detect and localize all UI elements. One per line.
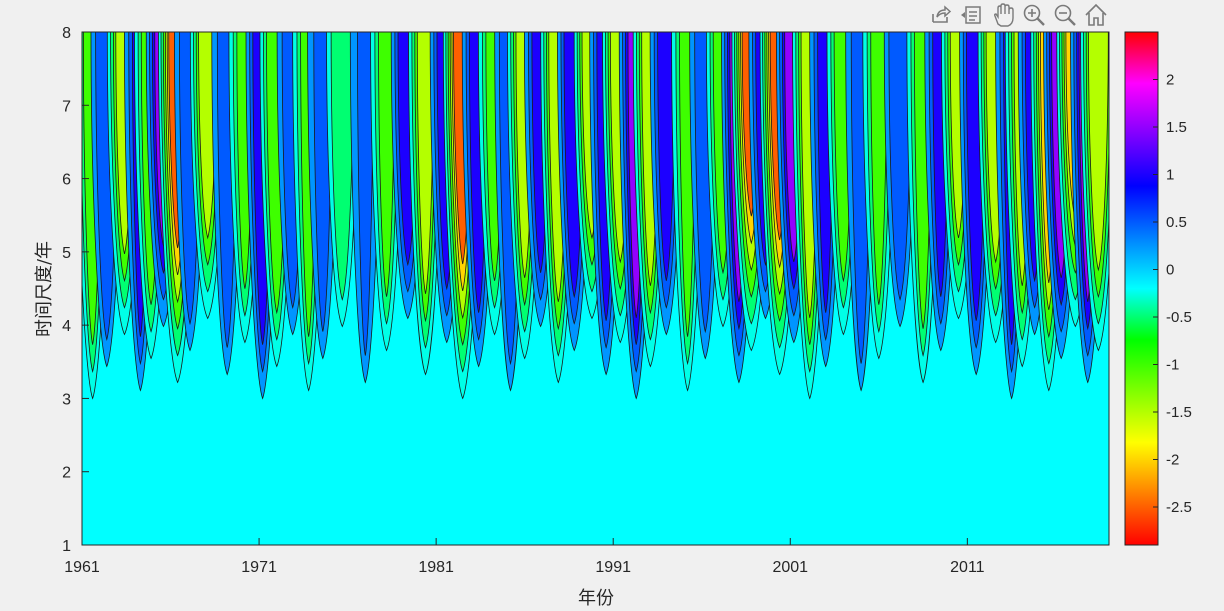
home-icon[interactable] <box>1083 2 1109 28</box>
colorbar-tick-label: -1 <box>1166 357 1179 374</box>
y-tick-label: 8 <box>62 25 71 42</box>
colorbar-tick-label: 0.5 <box>1166 214 1187 231</box>
y-tick-label: 2 <box>62 465 71 482</box>
colorbar-tick-label: 2 <box>1166 72 1174 89</box>
x-axis: 1961 1971 1981 1991 2001 2011 <box>64 538 985 576</box>
colorbar-ticks: 2 1.5 1 0.5 0 -0.5 -1 -1.5 -2 -2.5 <box>1153 72 1192 516</box>
contour-band <box>1088 32 1109 272</box>
x-tick-label: 1991 <box>595 559 631 576</box>
x-tick-label: 1971 <box>241 559 277 576</box>
colorbar-tick-label: -1.5 <box>1166 404 1192 421</box>
x-tick-label: 1961 <box>64 559 100 576</box>
y-axis-label: 时间尺度/年 <box>34 241 55 337</box>
export-icon[interactable] <box>928 2 954 28</box>
colorbar-tick-label: 0 <box>1166 262 1174 279</box>
colorbar-tick-label: -2.5 <box>1166 499 1192 516</box>
colorbar-tick-label: 1 <box>1166 167 1174 184</box>
colorbar <box>1124 31 1159 546</box>
y-tick-label: 4 <box>62 318 71 335</box>
colorbar-tick-label: -2 <box>1166 452 1179 469</box>
x-tick-label: 2001 <box>772 559 808 576</box>
axes-toolbar <box>926 2 1112 28</box>
y-tick-label: 6 <box>62 172 71 189</box>
x-tick-label: 2011 <box>950 559 985 576</box>
colorbar-tick-label: -0.5 <box>1166 309 1192 326</box>
plot-frame <box>81 31 1110 546</box>
x-axis-label: 年份 <box>578 588 614 609</box>
y-tick-label: 5 <box>62 245 71 262</box>
x-tick-label: 1981 <box>418 559 454 576</box>
zoom-out-icon[interactable] <box>1052 2 1078 28</box>
data-cursor-icon[interactable] <box>959 2 985 28</box>
zoom-in-icon[interactable] <box>1021 2 1047 28</box>
contour-features <box>82 32 1109 400</box>
y-tick-label: 1 <box>62 538 71 555</box>
y-tick-label: 7 <box>62 98 71 115</box>
colorbar-tick-label: 1.5 <box>1166 119 1187 136</box>
pan-icon[interactable] <box>990 2 1016 28</box>
y-tick-label: 3 <box>62 391 71 408</box>
y-axis: 1 2 3 4 5 6 7 8 <box>62 25 89 555</box>
